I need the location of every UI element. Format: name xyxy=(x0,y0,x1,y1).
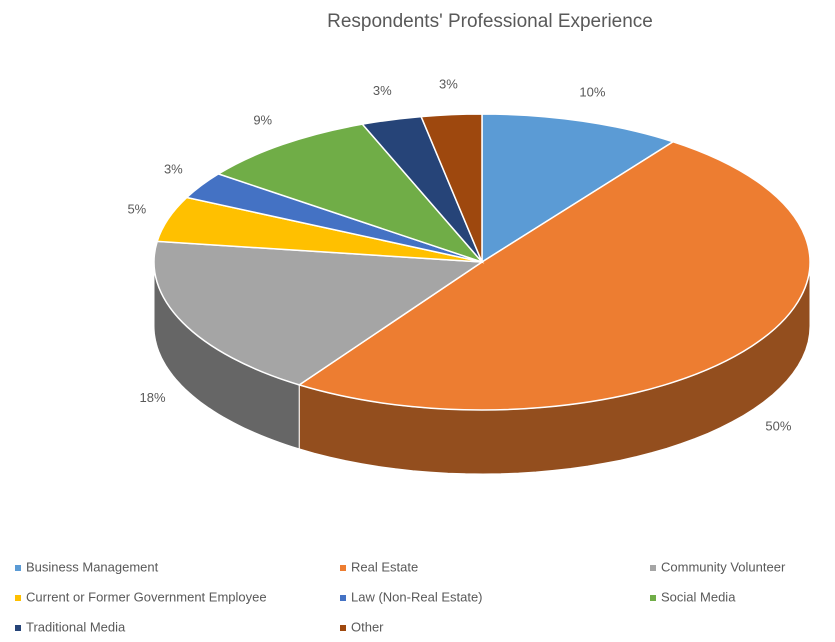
legend-label: Traditional Media xyxy=(26,619,126,634)
legend-item: Current or Former Government Employee xyxy=(15,589,267,604)
legend-swatch xyxy=(15,625,21,631)
legend-item: Traditional Media xyxy=(15,619,126,634)
slice xyxy=(481,113,675,264)
legend-item: Business Management xyxy=(15,559,159,574)
data-label: 18% xyxy=(140,390,166,405)
legend-label: Business Management xyxy=(26,559,159,574)
data-label: 3% xyxy=(439,77,458,92)
legend-item: Social Media xyxy=(650,589,736,604)
legend-label: Law (Non-Real Estate) xyxy=(351,589,483,604)
legend-item: Other xyxy=(340,619,384,634)
legend-swatch xyxy=(15,595,21,601)
data-label: 5% xyxy=(127,202,146,217)
legend-label: Other xyxy=(351,619,384,634)
slice xyxy=(216,123,485,264)
data-label: 10% xyxy=(579,84,605,99)
chart-title: Respondents' Professional Experience xyxy=(327,11,653,32)
legend-swatch xyxy=(340,625,346,631)
legend-label: Community Volunteer xyxy=(661,559,786,574)
legend-item: Real Estate xyxy=(340,559,418,574)
legend-label: Real Estate xyxy=(351,559,418,574)
data-label: 50% xyxy=(765,419,791,434)
legend-swatch xyxy=(340,595,346,601)
legend-item: Community Volunteer xyxy=(650,559,786,574)
data-label: 9% xyxy=(253,112,272,127)
slice xyxy=(153,240,485,386)
slice xyxy=(297,140,811,411)
legend-swatch xyxy=(650,565,656,571)
slice xyxy=(420,113,483,263)
legend-label: Social Media xyxy=(661,589,736,604)
data-label: 3% xyxy=(373,83,392,98)
legend-item: Law (Non-Real Estate) xyxy=(340,589,483,604)
legend-swatch xyxy=(650,595,656,601)
legend-label: Current or Former Government Employee xyxy=(26,589,267,604)
data-label: 3% xyxy=(164,161,183,176)
legend-swatch xyxy=(15,565,21,571)
legend-swatch xyxy=(340,565,346,571)
